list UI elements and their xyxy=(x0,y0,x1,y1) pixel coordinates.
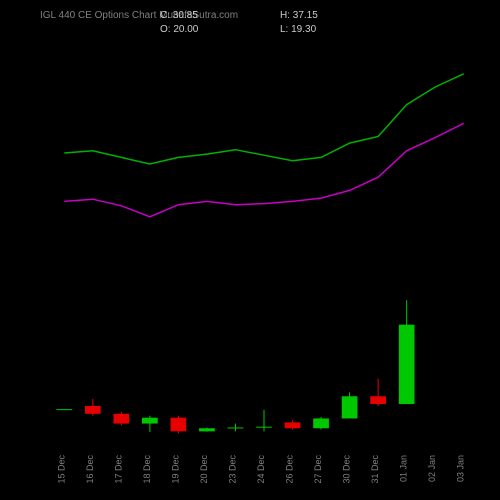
svg-text:26 Dec: 26 Dec xyxy=(285,455,295,484)
svg-text:18 Dec: 18 Dec xyxy=(142,455,152,484)
svg-text:20 Dec: 20 Dec xyxy=(199,455,209,484)
svg-text:16 Dec: 16 Dec xyxy=(85,455,95,484)
svg-text:03 Jan: 03 Jan xyxy=(456,455,466,482)
chart-svg: 15 Dec 16 Dec 17 Dec 18 Dec 19 Dec 20 Dec 23 D… xyxy=(0,0,500,500)
svg-text:15 Dec: 15 Dec xyxy=(56,455,66,484)
svg-text:17 Dec: 17 Dec xyxy=(113,455,123,484)
svg-text:01 Jan: 01 Jan xyxy=(399,455,409,482)
svg-text:23 Dec: 23 Dec xyxy=(227,455,237,484)
svg-text:24 Dec: 24 Dec xyxy=(256,455,266,484)
svg-text:19 Dec: 19 Dec xyxy=(170,455,180,484)
chart-container: IGL 440 CE Options Chart MunafaSutra.com… xyxy=(0,0,500,500)
svg-text:30 Dec: 30 Dec xyxy=(342,455,352,484)
svg-text:02 Jan: 02 Jan xyxy=(427,455,437,482)
svg-text:31 Dec: 31 Dec xyxy=(370,455,380,484)
svg-text:27 Dec: 27 Dec xyxy=(313,455,323,484)
